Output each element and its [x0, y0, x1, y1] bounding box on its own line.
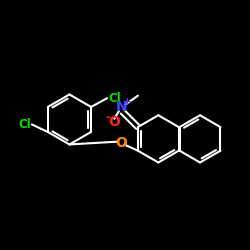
Text: Cl: Cl — [108, 92, 121, 105]
Text: O: O — [115, 136, 127, 150]
Text: +: + — [123, 97, 132, 107]
Text: N: N — [116, 100, 127, 114]
Text: -: - — [106, 110, 110, 124]
Text: Cl: Cl — [18, 118, 31, 131]
Text: O: O — [108, 115, 120, 129]
